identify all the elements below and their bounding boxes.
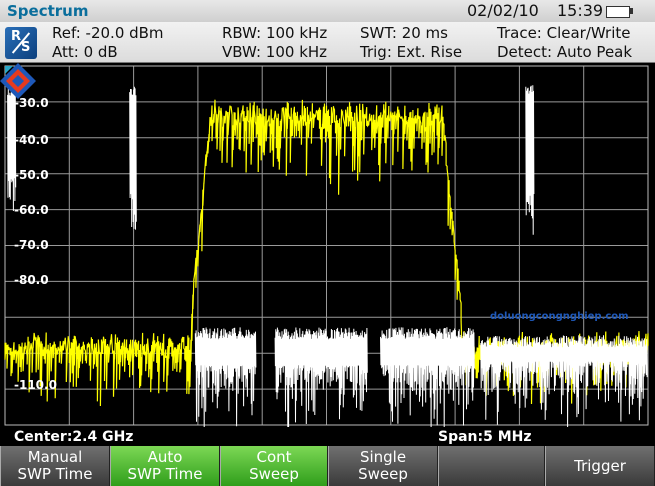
date-readout: 02/02/10 [467, 1, 539, 20]
trace-white-burst [129, 86, 137, 230]
softkey-empty[interactable] [438, 446, 545, 486]
y-label: -60.0 [14, 203, 49, 217]
mode-tab-spectrum[interactable]: Spectrum [7, 2, 89, 20]
y-label: -70.0 [14, 238, 49, 252]
softkey-bar: Manual SWP Time Auto SWP Time Cont Sweep… [0, 446, 655, 486]
softkey-manual-swp-time[interactable]: Manual SWP Time [0, 446, 110, 486]
ref-marker-icon [5, 66, 13, 74]
battery-icon [606, 6, 630, 18]
sweep-time: SWT: 20 ms [360, 24, 448, 42]
trace-mode: Trace: Clear/Write [497, 24, 631, 42]
trace-white-burst [480, 335, 648, 427]
trace-white-burst [380, 327, 475, 427]
softkey-cont-sweep[interactable]: Cont Sweep [220, 446, 328, 486]
watermark-text: doluongcongnghiep.com [490, 311, 629, 322]
span-readout: Span:5 MHz [438, 429, 532, 445]
time-readout: 15:39 [557, 1, 604, 20]
softkey-single-sweep[interactable]: Single Sweep [328, 446, 438, 486]
trace-white-burst [7, 84, 17, 212]
y-label: -50.0 [14, 168, 49, 182]
attenuation: Att: 0 dB [52, 43, 118, 61]
softkey-auto-swp-time[interactable]: Auto SWP Time [110, 446, 220, 486]
rbw: RBW: 100 kHz [222, 24, 328, 42]
y-label: -80.0 [14, 273, 49, 287]
center-frequency: Center:2.4 GHz [14, 429, 134, 445]
y-label: -110.0 [14, 378, 57, 392]
trace-white-burst [274, 327, 368, 427]
softkey-trigger[interactable]: Trigger [545, 446, 655, 486]
spectrum-plot[interactable]: -30.0 -40.0 -50.0 -60.0 -70.0 -80.0 -110… [0, 63, 655, 427]
mode-bar: Spectrum 02/02/10 15:39 [0, 0, 655, 23]
ref-level: Ref: -20.0 dBm [52, 24, 164, 42]
detector: Detect: Auto Peak [497, 43, 633, 61]
y-label: -40.0 [14, 133, 49, 147]
y-label: -30.0 [14, 96, 49, 110]
watermark-logo-icon [0, 63, 36, 99]
status-line: Center:2.4 GHz Span:5 MHz [0, 427, 655, 448]
plot-border [4, 65, 649, 426]
spectrum-svg [4, 65, 649, 427]
trigger-setting: Trig: Ext. Rise [360, 43, 463, 61]
vbw: VBW: 100 kHz [222, 43, 328, 61]
trace-white-burst [525, 85, 535, 235]
trace-white-burst [194, 327, 257, 427]
battery-tip-icon [629, 8, 633, 14]
